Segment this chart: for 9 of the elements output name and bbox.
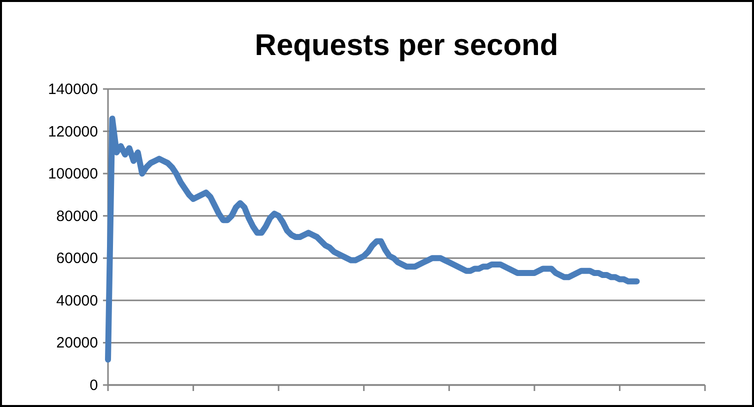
y-tick-label: 40000 bbox=[56, 292, 98, 310]
y-tick-label: 140000 bbox=[48, 81, 98, 98]
y-tick-label: 20000 bbox=[56, 334, 98, 352]
y-tick-label: 60000 bbox=[56, 250, 98, 268]
chart-title: Requests per second bbox=[254, 29, 558, 62]
y-tick-label: 120000 bbox=[48, 123, 98, 140]
y-tick-label: 0 bbox=[90, 377, 98, 394]
y-tick-label: 100000 bbox=[48, 166, 98, 183]
y-tick-label: 80000 bbox=[56, 208, 98, 225]
